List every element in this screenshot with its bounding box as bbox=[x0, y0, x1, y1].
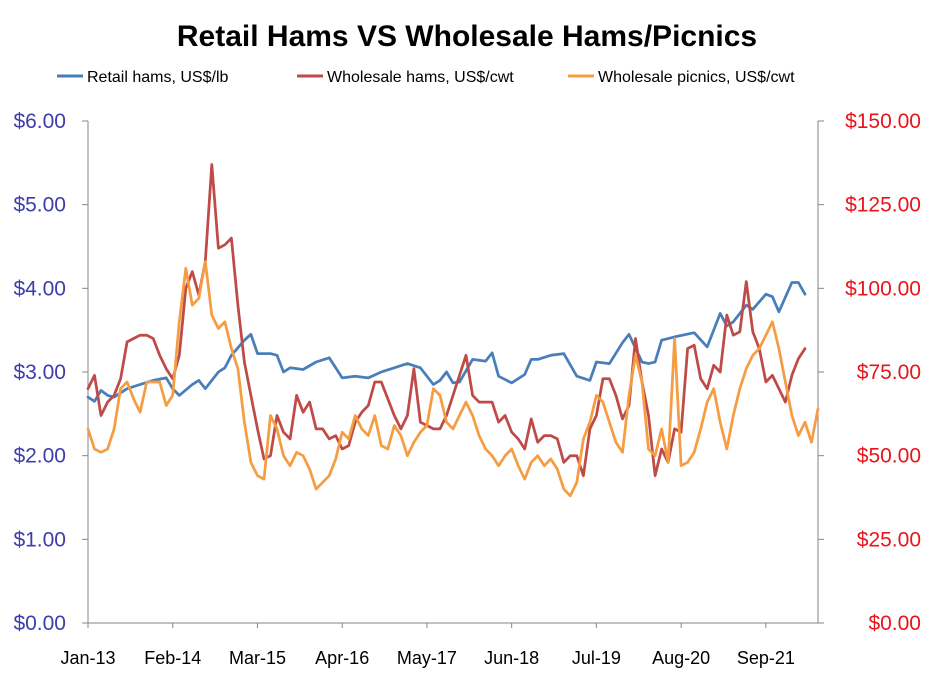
y-tick-label-right: $75.00 bbox=[857, 361, 921, 384]
x-tick-label: Apr-16 bbox=[315, 648, 369, 668]
y-tick-label-right: $125.00 bbox=[845, 194, 921, 217]
legend-label-3: Wholesale picnics, US$/cwt bbox=[598, 69, 795, 86]
y-tick-label-right: $100.00 bbox=[845, 277, 921, 300]
y-tick-label-left: $0.00 bbox=[13, 612, 66, 635]
y-tick-label-right: $150.00 bbox=[845, 110, 921, 133]
plot-area bbox=[86, 121, 820, 624]
y-ticks-left: $0.00 $1.00 $2.00 $3.00 $4.00 $5.00 $6.00 bbox=[13, 110, 88, 635]
chart-title: Retail Hams VS Wholesale Hams/Picnics bbox=[177, 20, 757, 53]
x-tick-label: Feb-14 bbox=[144, 648, 201, 668]
legend: Retail hams, US$/lb Wholesale hams, US$/c… bbox=[57, 69, 795, 86]
y-tick-label-right: $50.00 bbox=[857, 445, 921, 468]
y-tick-label-left: $4.00 bbox=[13, 277, 66, 300]
y-tick-label-right: $25.00 bbox=[857, 528, 921, 551]
series-line-3 bbox=[86, 260, 820, 498]
series-layer bbox=[86, 163, 820, 498]
y-tick-label-left: $3.00 bbox=[13, 361, 66, 384]
x-tick-label: Jun-18 bbox=[484, 648, 539, 668]
x-tick-label: Mar-15 bbox=[229, 648, 286, 668]
series-line-1 bbox=[86, 281, 807, 403]
y-tick-label-left: $5.00 bbox=[13, 194, 66, 217]
y-tick-label-left: $2.00 bbox=[13, 445, 66, 468]
x-tick-label: Jan-13 bbox=[60, 648, 115, 668]
legend-label-2: Wholesale hams, US$/cwt bbox=[327, 69, 514, 86]
x-tick-label: Sep-21 bbox=[737, 648, 795, 668]
y-ticks-right: $0.00 $25.00 $50.00 $75.00 $100.00 $125.00 $15… bbox=[818, 110, 921, 635]
legend-label-1: Retail hams, US$/lb bbox=[87, 69, 228, 86]
x-ticks: Jan-13 Feb-14 Mar-15 Apr-16 May-17 Jun-18 Jul-… bbox=[60, 623, 795, 668]
x-tick-label: Aug-20 bbox=[652, 648, 710, 668]
x-tick-label: May-17 bbox=[397, 648, 457, 668]
x-tick-label: Jul-19 bbox=[572, 648, 621, 668]
y-tick-label-left: $6.00 bbox=[13, 110, 66, 133]
series-line-2 bbox=[86, 163, 807, 478]
y-tick-label-left: $1.00 bbox=[13, 528, 66, 551]
y-tick-label-right: $0.00 bbox=[868, 612, 921, 635]
